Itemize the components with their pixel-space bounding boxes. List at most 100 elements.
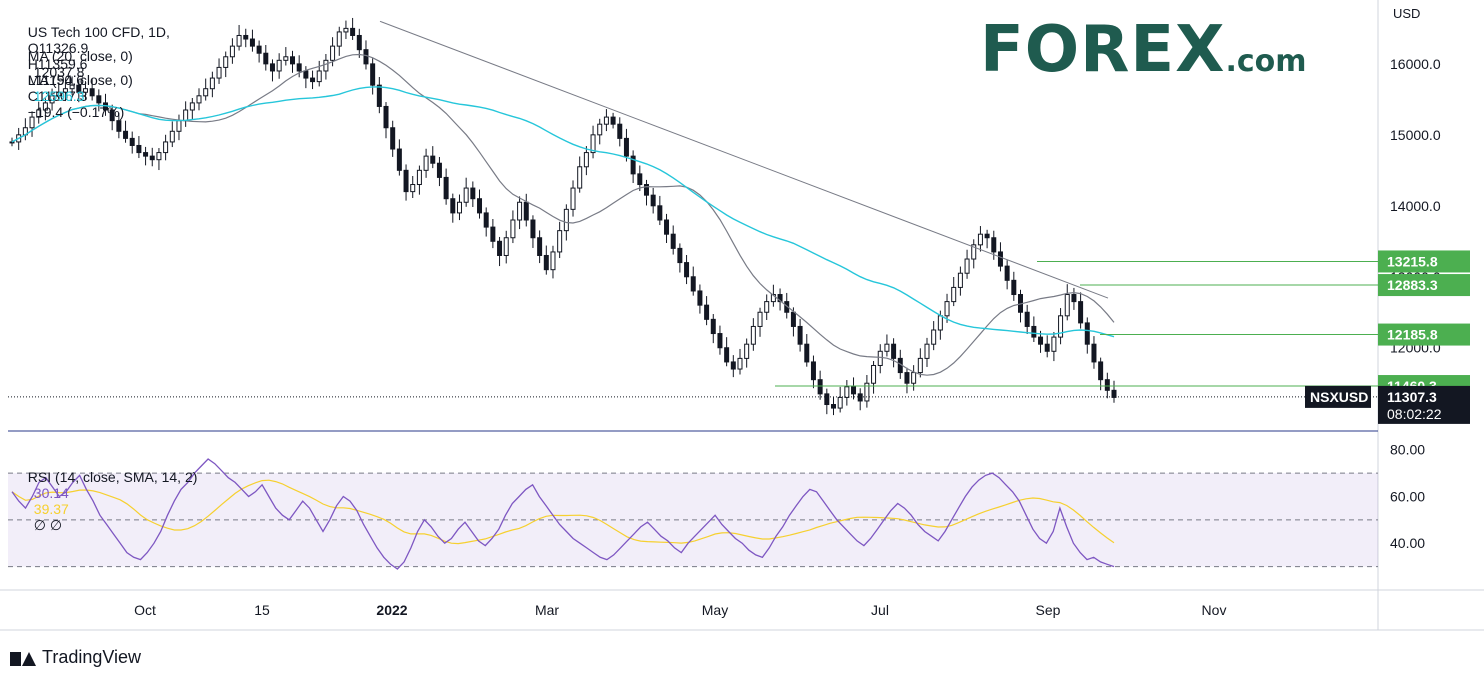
candle-body — [243, 34, 249, 40]
candle-body — [483, 212, 489, 228]
ma20-label: MA (20, close, 0) — [27, 48, 133, 64]
candle-body — [904, 372, 910, 384]
candle-body — [603, 116, 609, 125]
time-tick-label: May — [702, 602, 728, 618]
candle-body — [1104, 379, 1110, 391]
rsi-sma-value: 39.37 — [33, 501, 69, 517]
candle-body — [497, 240, 503, 256]
candle-body — [1071, 294, 1077, 303]
candle-body — [690, 276, 696, 292]
candle-body — [684, 262, 690, 278]
candle-body — [550, 251, 556, 271]
candle-body — [677, 247, 683, 264]
candle-body — [1011, 279, 1017, 296]
candle-body — [430, 155, 436, 164]
ma50-value: 12596.3 — [33, 88, 85, 104]
candle-body — [630, 155, 636, 175]
candle-body — [129, 137, 135, 146]
candle-body — [350, 27, 356, 36]
candle-body — [984, 233, 990, 239]
candle-body — [1038, 336, 1044, 345]
symbol-tag — [1305, 385, 1371, 408]
candle-body — [229, 45, 235, 58]
ma50-legend[interactable]: MA (50, close, 0) 12596.3 — [20, 56, 133, 104]
candle-body — [924, 343, 930, 359]
candle-body — [189, 102, 195, 111]
rsi-label: RSI (14, close, SMA, 14, 2) — [27, 469, 198, 485]
candle-body — [804, 343, 810, 363]
candle-body — [884, 343, 890, 352]
candle-body — [577, 166, 583, 189]
candle-body — [877, 350, 883, 366]
candle-body — [256, 45, 262, 54]
candle-body — [223, 56, 229, 68]
candle-body — [176, 120, 182, 132]
candle-body — [49, 95, 55, 104]
candle-body — [717, 333, 723, 349]
candle-body — [116, 120, 122, 132]
candle-body — [269, 63, 275, 72]
candle-body — [109, 109, 115, 122]
ma20-legend[interactable]: MA (20, close, 0) 12037.8 — [20, 32, 133, 80]
candle-body — [777, 294, 783, 303]
footer[interactable]: TradingView — [10, 647, 141, 668]
candle-body — [824, 393, 830, 406]
candle-body — [597, 123, 603, 136]
candle-body — [149, 155, 155, 161]
candle-body — [303, 70, 309, 79]
candle-body — [156, 152, 162, 161]
candle-body — [1064, 294, 1070, 317]
candle-body — [56, 91, 62, 97]
tradingview-text: TradingView — [42, 647, 142, 667]
price-tick-label: 14000.0 — [1390, 198, 1441, 214]
candle-body — [416, 169, 422, 186]
candle-body — [396, 148, 402, 171]
candle-body — [1111, 389, 1117, 398]
candle-body — [637, 173, 643, 186]
candle-body — [42, 102, 48, 111]
candle-body — [503, 237, 509, 256]
candle-body — [810, 361, 816, 381]
candle-body — [423, 155, 429, 171]
candle-body — [330, 45, 336, 61]
candle-body — [263, 52, 269, 65]
countdown-label: 08:02:22 — [1387, 406, 1442, 422]
candle-body — [697, 290, 703, 306]
candle-body — [169, 130, 175, 143]
rsi-tick-label: 60.00 — [1390, 488, 1425, 504]
price-tick-label: 16000.0 — [1390, 56, 1441, 72]
candle-body — [310, 77, 316, 83]
candle-body — [971, 244, 977, 260]
candle-body — [9, 141, 15, 144]
change-value: −19.4 (−0.17%) — [27, 104, 125, 120]
candle-body — [343, 27, 349, 33]
level-tag — [1378, 274, 1470, 297]
candle-body — [543, 254, 549, 271]
time-tick-label: Jul — [871, 602, 889, 618]
candle-body — [436, 162, 442, 178]
candle-body — [336, 31, 342, 47]
candle-body — [450, 198, 456, 214]
candle-body — [1098, 361, 1104, 381]
candle-body — [76, 84, 82, 93]
candle-body — [62, 88, 68, 93]
candle-body — [623, 137, 629, 157]
candle-body — [82, 88, 88, 93]
candle-body — [737, 357, 743, 370]
candle-body — [951, 286, 957, 303]
candle-body — [650, 194, 656, 207]
candle-body — [523, 201, 529, 221]
time-tick-label: 15 — [254, 602, 270, 618]
candle-body — [517, 201, 523, 221]
candle-body — [1044, 343, 1050, 352]
time-tick-label: Oct — [134, 602, 156, 618]
candle-body — [183, 109, 189, 122]
candle-body — [1084, 322, 1090, 345]
brand-main: FOREX — [980, 13, 1226, 87]
candle-body — [443, 176, 449, 200]
time-tick-label: Nov — [1202, 602, 1227, 618]
rsi-legend[interactable]: RSI (14, close, SMA, 14, 2) 30.14 39.37 … — [20, 453, 198, 534]
candle-body — [510, 219, 516, 239]
ma50-label: MA (50, close, 0) — [27, 72, 133, 88]
